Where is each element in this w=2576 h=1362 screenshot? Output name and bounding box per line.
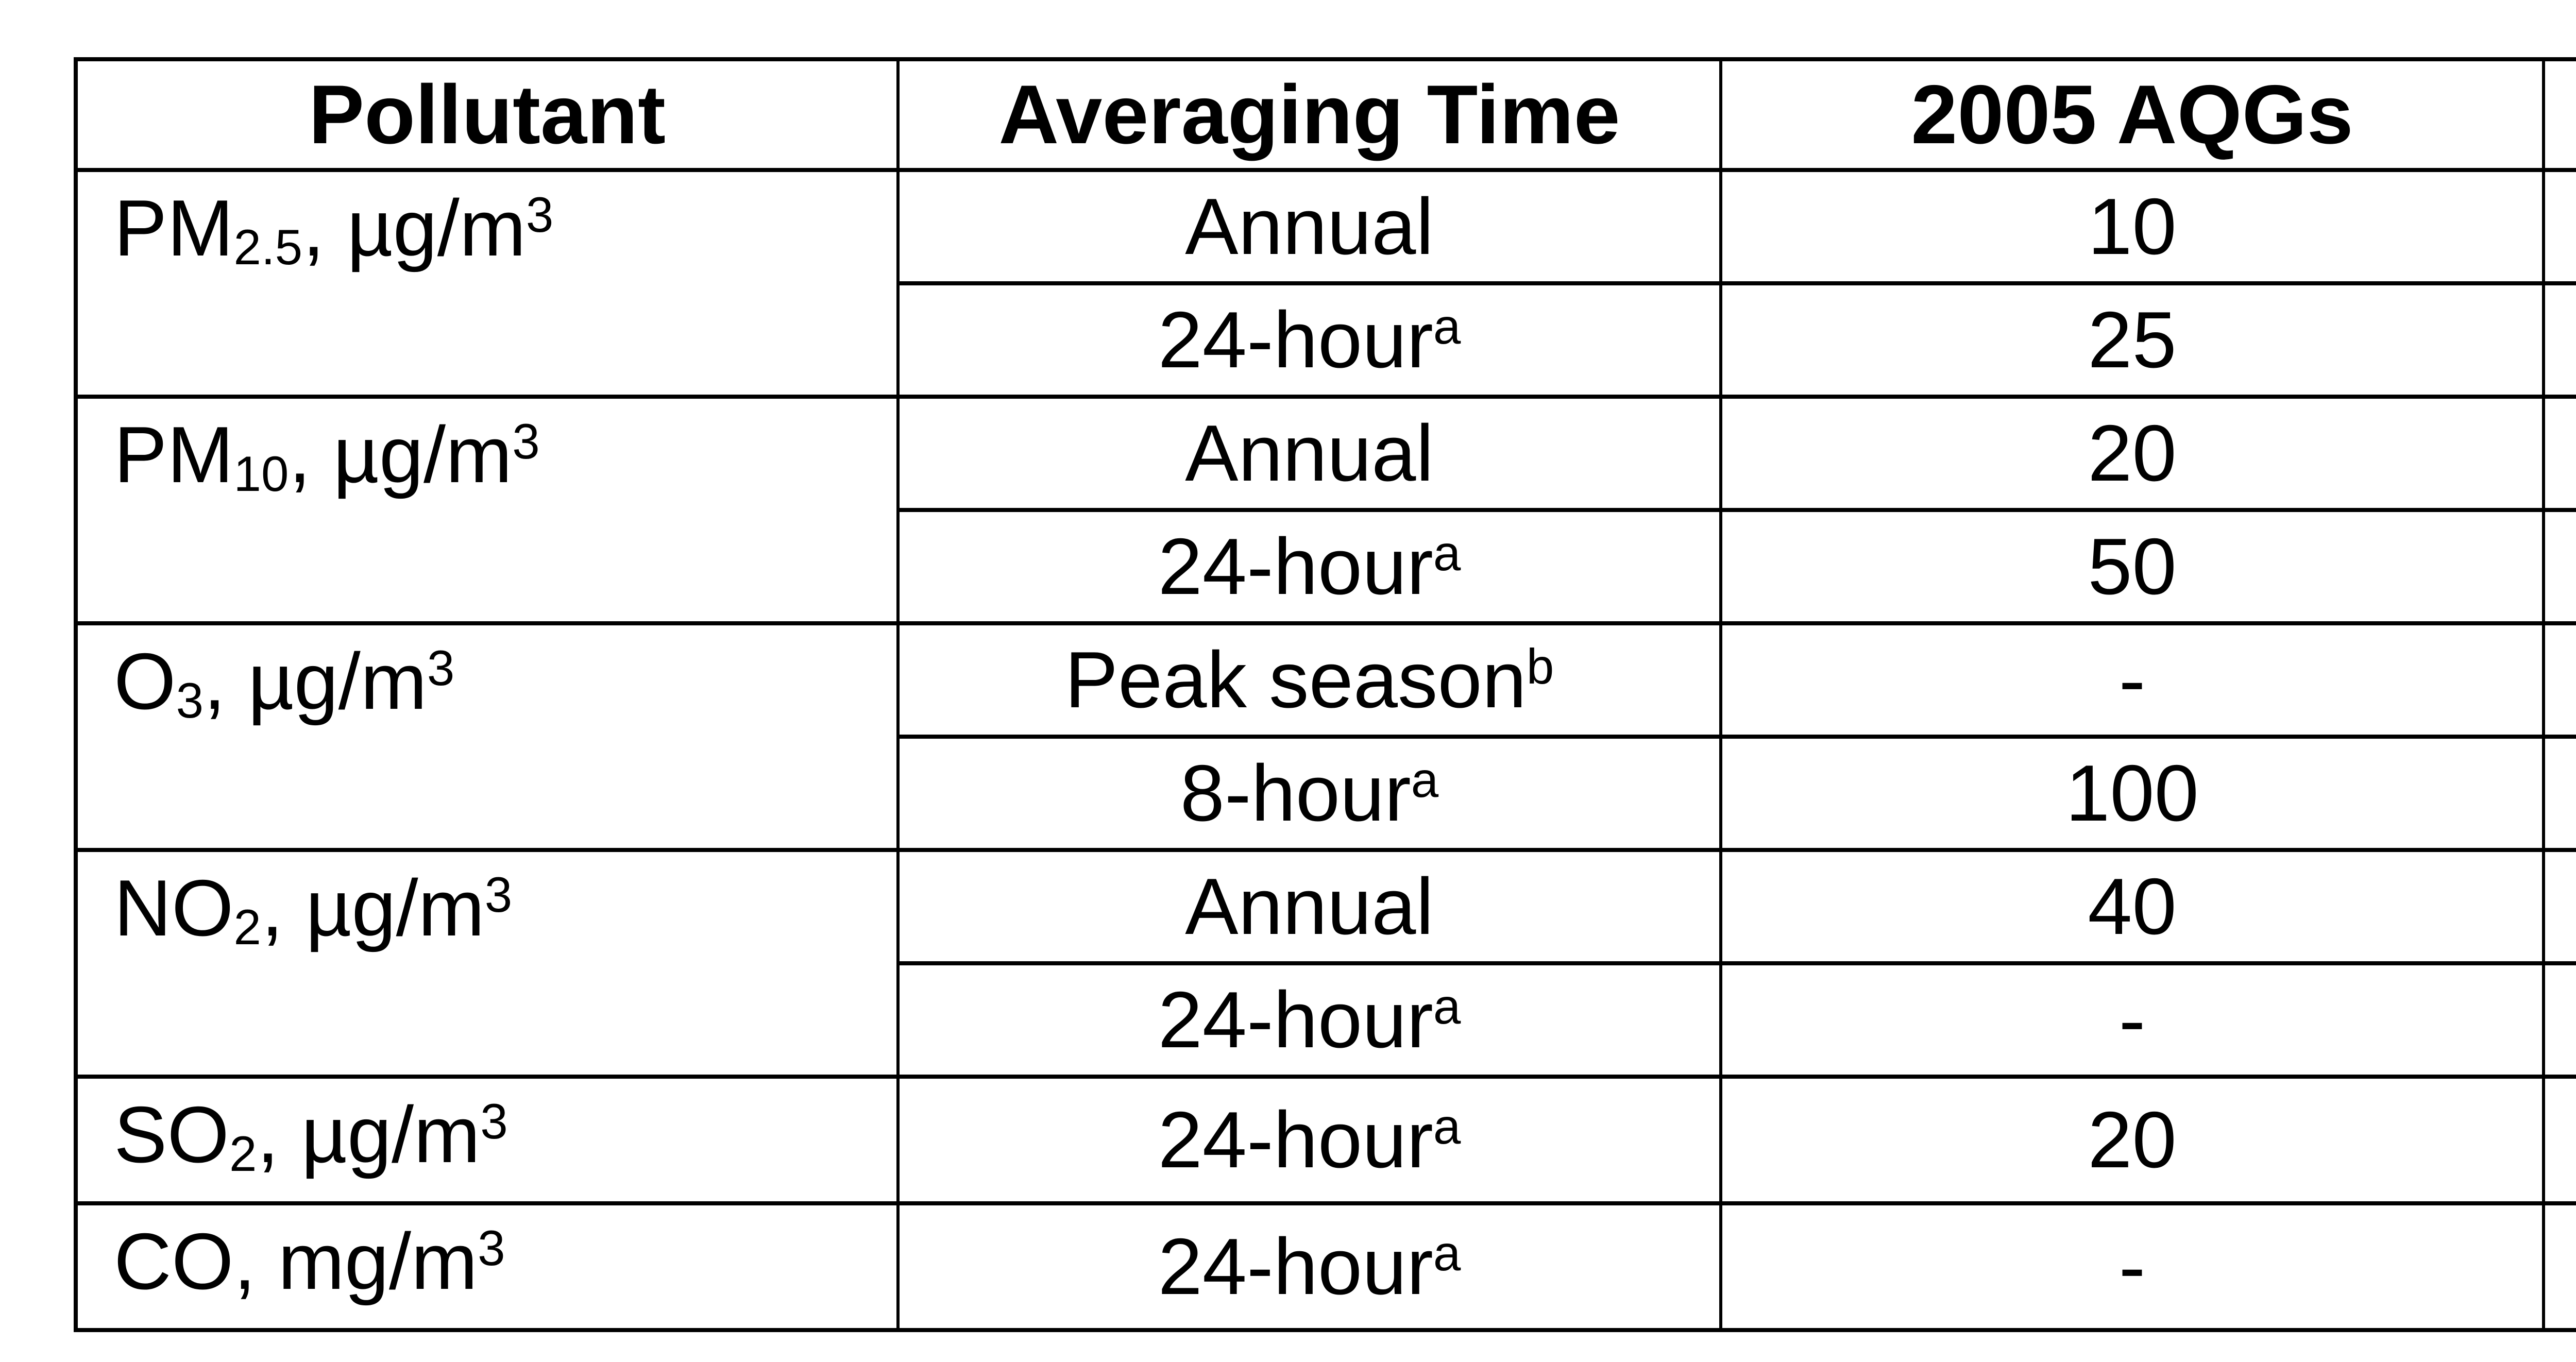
value-2021-cell: 15 [2542,395,2576,512]
pollutant-label: PM10, µg/m3 [114,410,540,502]
header-2005-aqgs: 2005 AQGs [1719,57,2545,172]
table-row: O3, µg/m3 Peak seasonb - 60 [74,621,2576,852]
averaging-time-cell: Annual [896,848,1722,965]
table-row: CO, mg/m3 24-houra - 4 [74,1201,2576,1332]
header-row: Pollutant Averaging Time 2005 AQGs 2021 … [74,57,2576,172]
pollutant-cell: PM2.5, µg/m3 [74,168,900,399]
pollutant-label: O3, µg/m3 [114,637,455,729]
averaging-time-cell: 24-houra [896,508,1722,625]
table-row: PM10, µg/m3 Annual 20 15 [74,395,2576,625]
averaging-time-cell: 24-houra [896,1201,1722,1332]
table-row: PM2.5, µg/m3 Annual 10 5 [74,168,2576,399]
pollutant-label: PM2.5, µg/m3 [114,183,554,276]
value-2005-cell: 25 [1719,281,2545,399]
averaging-time-cell: Peak seasonb [896,621,1722,739]
value-2005-cell: 50 [1719,508,2545,625]
table-row: SO2, µg/m3 24-houra 20 40 [74,1075,2576,1205]
value-2005-cell: 40 [1719,848,2545,965]
pollutant-label: CO, mg/m3 [114,1217,505,1306]
averaging-time-cell: 24-houra [896,961,1722,1079]
averaging-time-cell: Annual [896,168,1722,285]
pollutant-cell: NO2, µg/m3 [74,848,900,1079]
value-2005-cell: - [1719,1201,2545,1332]
pollutant-label: NO2, µg/m3 [114,863,513,956]
value-2005-cell: 100 [1719,735,2545,852]
table-row: 24-houra 50 45 [76,508,2576,625]
averaging-time-cell: 8-houra [896,735,1722,852]
value-2021-cell: 100 [2542,735,2576,852]
value-2021-cell: 45 [2542,508,2576,625]
header-averaging-time: Averaging Time [896,57,1722,172]
value-2005-cell: 20 [1719,395,2545,512]
pollutant-cell: CO, mg/m3 [74,1201,900,1332]
value-2005-cell: - [1719,961,2545,1079]
value-2005-cell: - [1719,621,2545,739]
pollutant-cell: SO2, µg/m3 [74,1075,900,1205]
pollutant-label: SO2, µg/m3 [114,1090,508,1182]
header-2021-aqgs: 2021 AQGs [2542,57,2576,172]
value-2021-cell: 15 [2542,281,2576,399]
averaging-time-cell: 24-houra [896,281,1722,399]
value-2021-cell: 4 [2542,1201,2576,1332]
value-2021-cell: 60 [2542,621,2576,739]
aqg-table: Pollutant Averaging Time 2005 AQGs 2021 … [74,57,2576,1332]
header-pollutant: Pollutant [74,57,900,172]
table-row: 24-houra 25 15 [76,281,2576,399]
value-2021-cell: 10 [2542,848,2576,965]
table-row: 8-houra 100 100 [76,735,2576,852]
averaging-time-cell: 24-houra [896,1075,1722,1205]
value-2021-cell: 5 [2542,168,2576,285]
table-row: NO2, µg/m3 Annual 40 10 [74,848,2576,1079]
pollutant-cell: PM10, µg/m3 [74,395,900,625]
value-2005-cell: 10 [1719,168,2545,285]
value-2021-cell: 25 [2542,961,2576,1079]
pollutant-cell: O3, µg/m3 [74,621,900,852]
averaging-time-cell: Annual [896,395,1722,512]
table-row: 24-houra - 25 [76,961,2576,1079]
value-2021-cell: 40 [2542,1075,2576,1205]
value-2005-cell: 20 [1719,1075,2545,1205]
